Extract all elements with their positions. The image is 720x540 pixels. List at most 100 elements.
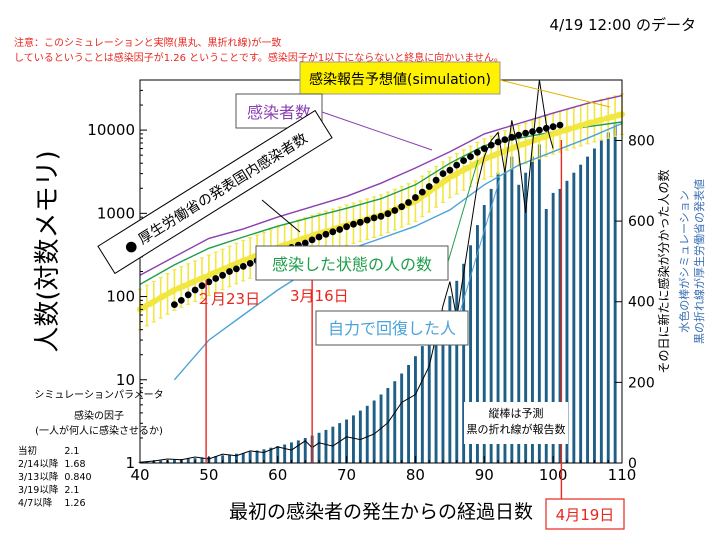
simulation-bar: [365, 405, 369, 463]
params-row-value: 1.26: [64, 498, 86, 509]
right-legend-line-1: 水色の棒がシミュレーション: [677, 190, 691, 333]
params-row-label: 3/19以降: [18, 485, 59, 496]
reported-dot: [487, 141, 495, 149]
recovered-label: 自力で回復した人: [328, 319, 456, 338]
reported-dot: [515, 131, 523, 139]
reported-dot: [391, 207, 399, 214]
reported-dot: [418, 188, 426, 196]
bar-note-line-1: 縦棒は予測: [489, 406, 544, 420]
reported-dot: [370, 214, 378, 222]
params-row: 3/19以降 2.1: [18, 484, 98, 497]
simulation-bar: [455, 280, 459, 463]
reported-dot: [350, 220, 357, 228]
x-tick-label: 80: [406, 466, 425, 484]
date-line-apr19-label: 4月19日: [556, 506, 615, 524]
reported-dot: [336, 226, 344, 233]
simulation-bar: [393, 381, 397, 463]
reported-dot: [363, 216, 371, 224]
state-label-box: [255, 245, 449, 281]
simulation-bar: [572, 172, 576, 463]
simulation-bar: [407, 365, 410, 463]
simulation-label-box: [299, 61, 501, 95]
y-right-tick-label: 600: [628, 214, 655, 230]
simulation-bar: [159, 460, 163, 463]
y-right-axis-title: その日に新たに感染が分かった人の数: [656, 169, 671, 373]
warning-note: 注意：このシミュレーションと実際(黒丸、黒折れ線)が一致 しているということは感…: [14, 36, 504, 66]
reported-dot: [246, 260, 254, 267]
simulation-bar: [565, 180, 569, 464]
state-label-pointer: [447, 159, 479, 263]
reported-dot: [453, 161, 461, 169]
params-row: 当初 2.1: [18, 445, 98, 458]
simulation-bar: [524, 172, 528, 463]
simulation-bar: [221, 455, 225, 463]
reported-dot: [377, 212, 385, 220]
simulation-bar: [462, 263, 466, 463]
y-left-tick-label: 10000: [87, 121, 135, 139]
params-row-label: 3/13以降: [18, 472, 59, 483]
simulation-bar: [613, 124, 617, 464]
infected-total-line: [139, 94, 623, 276]
simulation-bar: [358, 410, 362, 463]
reported-dot: [301, 239, 309, 247]
simulation-bar: [496, 172, 500, 463]
reported-dot: [467, 153, 474, 161]
simulation-bar: [482, 205, 486, 463]
simulation-bar: [262, 449, 266, 463]
x-tick-label: 90: [475, 466, 494, 484]
simulation-bar: [345, 419, 348, 463]
simulation-bar: [531, 156, 534, 463]
reported-dot: [556, 121, 564, 129]
bar-note-box: [464, 402, 568, 444]
reported-dot: [219, 271, 227, 279]
simulation-bar: [400, 373, 404, 463]
simulation-bar: [517, 184, 521, 464]
reported-dot: [405, 199, 412, 206]
simulation-bar: [372, 400, 376, 463]
simulation-bar: [551, 192, 555, 463]
y-left-axis-title: 人数(対数メモリ): [33, 150, 63, 352]
params-row: 2/14以降 1.68: [18, 458, 98, 471]
reported-dot: [480, 145, 488, 153]
y-left-tick-label: 1: [125, 454, 135, 472]
y-left-tick-label: 1000: [97, 204, 135, 222]
simulation-bar: [558, 188, 562, 463]
params-row-value: 2.1: [64, 485, 80, 496]
x-tick-label: 50: [199, 466, 218, 484]
warning-note-line-2: しているということは感染因子が1.26 ということです。感染因子が1以下にならな…: [14, 53, 504, 64]
reported-dot: [233, 265, 240, 273]
x-tick-label: 40: [130, 466, 149, 484]
reported-dot: [398, 203, 406, 211]
simulation-bar: [503, 172, 507, 463]
simulation-bar: [145, 461, 149, 463]
simulation-bar: [173, 459, 176, 463]
reported-dot: [384, 210, 392, 218]
simulation-bar: [317, 432, 321, 463]
reported-dot: [239, 263, 247, 270]
date-label-apr19-box: [545, 498, 625, 530]
simulation-bar: [510, 156, 514, 463]
simulation-bar: [200, 457, 204, 463]
reported-dot: [508, 133, 516, 141]
simulation-bar: [228, 454, 231, 463]
y-right-tick-label: 0: [628, 456, 637, 472]
simulation-bar: [303, 438, 307, 463]
reported-dot: [191, 286, 199, 294]
simulation-bar: [338, 423, 342, 463]
simulation-bar: [241, 452, 245, 463]
reported-label-pointer: [261, 199, 301, 233]
simulation-bar: [414, 356, 417, 463]
chart-labels: 最初の感染者の発生からの経過日数 人数(対数メモリ) その日に新たに感染が分かった人…: [33, 61, 706, 530]
simulation-parameters: シミュレーションパラメータ 感染の因子 (一人が何人に感染させるか) 当初 2.1…: [4, 388, 194, 510]
simulation-bar: [290, 442, 293, 463]
simulation-bar: [448, 296, 452, 463]
reported-dot: [439, 170, 447, 178]
params-title: シミュレーションパラメータ: [34, 390, 164, 401]
reported-dot: [542, 124, 550, 132]
simulation-bars: [138, 124, 617, 464]
simulation-bar: [352, 415, 355, 463]
simulation-bar: [434, 323, 438, 463]
reported-label: ● 厚生労働省の発表国内感染者数: [121, 130, 310, 257]
simulation-bar: [386, 388, 390, 463]
y-right-tick-label: 400: [628, 295, 655, 311]
